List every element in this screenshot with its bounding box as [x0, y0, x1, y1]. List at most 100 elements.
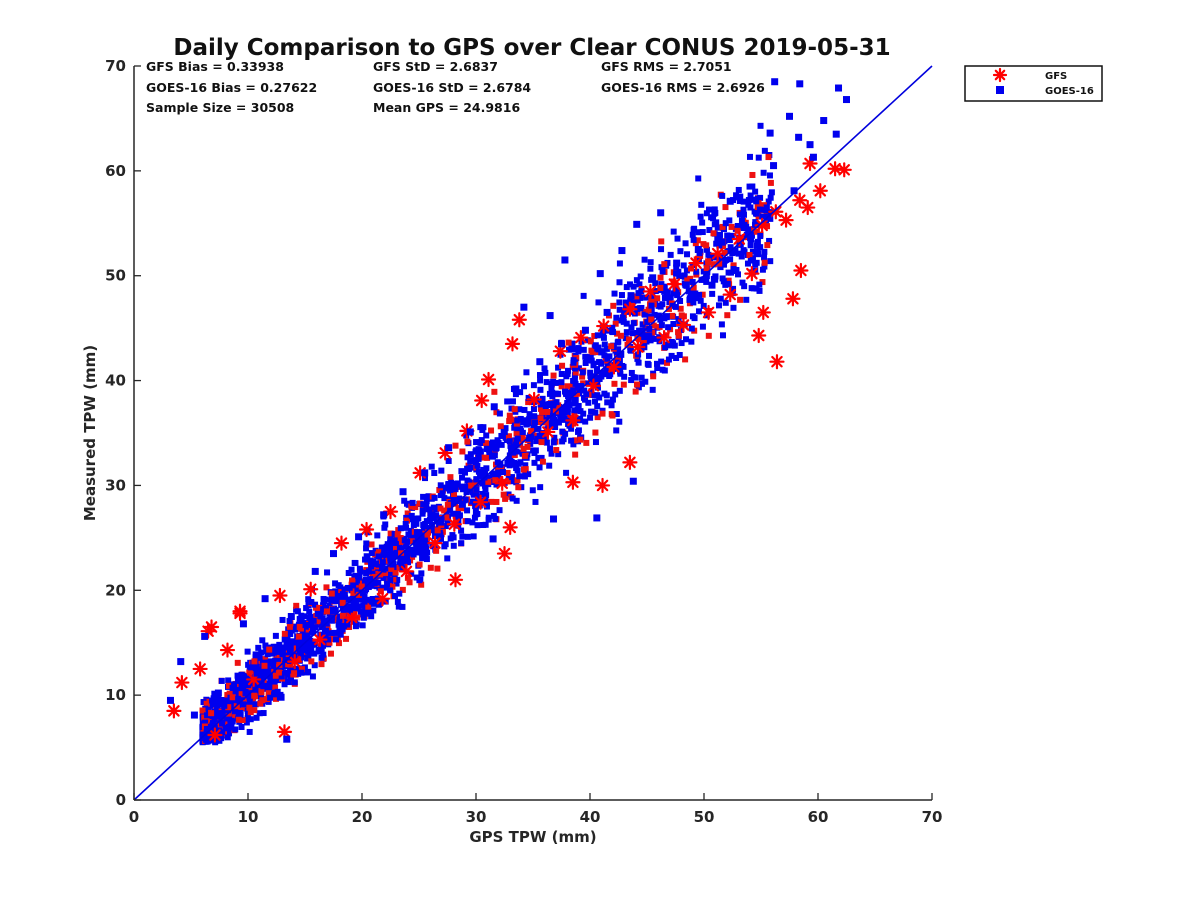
- goes-16-point: [253, 669, 261, 677]
- goes-cloud-point: [733, 192, 740, 199]
- goes-cloud-point: [376, 584, 383, 591]
- goes-cloud-point: [512, 391, 519, 398]
- gfs-cloud-point: [506, 412, 513, 419]
- gfs-cloud-point: [314, 619, 321, 626]
- goes-cloud-point: [369, 570, 376, 577]
- goes-cloud-point: [757, 233, 764, 240]
- goes-cloud-point: [587, 354, 594, 361]
- goes-cloud-point: [667, 294, 674, 301]
- goes-16-point: [526, 434, 534, 442]
- goes-cloud-point: [387, 536, 394, 543]
- goes-cloud-point: [279, 616, 286, 623]
- goes-cloud-point: [252, 665, 259, 672]
- goes-cloud-point: [765, 198, 772, 205]
- goes-cloud-point: [642, 378, 649, 385]
- goes-cloud-point: [630, 283, 637, 290]
- goes-cloud-point: [387, 587, 394, 594]
- gfs-cloud-point: [246, 669, 253, 676]
- gfs-cloud-point: [275, 669, 282, 676]
- gfs-cloud-point: [558, 383, 565, 390]
- gfs-point: [272, 587, 288, 604]
- goes-cloud-point: [225, 707, 232, 714]
- goes-cloud-point: [480, 424, 487, 431]
- goes-cloud-point: [564, 367, 571, 374]
- goes-cloud-point: [481, 482, 488, 489]
- gfs-cloud-point: [520, 445, 527, 452]
- goes-cloud-point: [326, 616, 333, 623]
- goes-cloud-point: [405, 531, 412, 538]
- goes-cloud-point: [720, 261, 727, 268]
- gfs-cloud-point: [521, 452, 528, 459]
- goes-cloud-point: [415, 539, 422, 546]
- goes-cloud-point: [521, 473, 528, 480]
- goes-cloud-point: [416, 577, 423, 584]
- goes-cloud-point: [555, 364, 562, 371]
- goes-cloud-point: [211, 708, 218, 715]
- gfs-cloud-point: [261, 662, 268, 669]
- goes-cloud-point: [552, 424, 559, 431]
- goes-cloud-point: [670, 290, 677, 297]
- gfs-cloud-point: [355, 591, 362, 598]
- gfs-cloud-point: [492, 477, 499, 484]
- goes-cloud-point: [287, 679, 294, 686]
- goes-cloud-point: [508, 405, 515, 412]
- goes-cloud-point: [683, 267, 690, 274]
- goes-16-point: [673, 259, 681, 267]
- goes-cloud-point: [272, 632, 279, 639]
- goes-cloud-point: [217, 710, 224, 717]
- x-axis-label: GPS TPW (mm): [469, 828, 596, 846]
- goes-16-point: [283, 735, 291, 743]
- goes-cloud-point: [308, 599, 315, 606]
- goes-cloud-point: [509, 445, 516, 452]
- goes-cloud-point: [532, 447, 539, 454]
- goes-cloud-point: [423, 556, 430, 563]
- goes-cloud-point: [568, 425, 575, 432]
- gfs-cloud-point: [225, 682, 232, 689]
- goes-cloud-point: [309, 673, 316, 680]
- goes-cloud-point: [537, 377, 544, 384]
- gfs-cloud-point: [437, 505, 444, 512]
- gfs-cloud-point: [725, 277, 732, 284]
- gfs-cloud-point: [335, 589, 342, 596]
- goes-16-point: [795, 133, 803, 141]
- goes-cloud-point: [207, 733, 214, 740]
- goes-cloud-point: [299, 632, 306, 639]
- goes-cloud-point: [594, 384, 601, 391]
- goes-cloud-point: [617, 368, 624, 375]
- goes-cloud-point: [692, 293, 699, 300]
- goes-cloud-point: [661, 283, 668, 290]
- goes-cloud-point: [653, 360, 660, 367]
- goes-cloud-point: [414, 532, 421, 539]
- goes-cloud-point: [672, 303, 679, 310]
- goes-cloud-point: [736, 211, 743, 218]
- goes-cloud-point: [515, 460, 522, 467]
- goes-cloud-point: [555, 451, 562, 458]
- goes-cloud-point: [272, 669, 279, 676]
- goes-cloud-point: [753, 210, 760, 217]
- gfs-cloud-point: [583, 439, 590, 446]
- goes-cloud-point: [391, 553, 398, 560]
- goes-cloud-point: [603, 366, 610, 373]
- goes-cloud-point: [561, 409, 568, 416]
- goes-cloud-point: [254, 654, 261, 661]
- goes-cloud-point: [517, 415, 524, 422]
- goes-cloud-point: [639, 340, 646, 347]
- goes-cloud-point: [264, 667, 271, 674]
- goes-cloud-point: [536, 454, 543, 461]
- gfs-cloud-point: [382, 570, 389, 577]
- chart-title: Daily Comparison to GPS over Clear CONUS…: [173, 35, 890, 61]
- goes-cloud-point: [740, 206, 747, 213]
- gfs-cloud-point: [648, 296, 655, 303]
- goes-cloud-point: [546, 462, 553, 469]
- gfs-cloud-point: [765, 154, 772, 161]
- goes-cloud-point: [333, 598, 340, 605]
- gfs-cloud-point: [387, 530, 394, 537]
- gfs-point: [642, 283, 659, 300]
- goes-cloud-point: [659, 268, 666, 275]
- gfs-point: [504, 336, 521, 352]
- gfs-point: [754, 217, 770, 233]
- goes-cloud-point: [224, 697, 231, 704]
- goes-cloud-point: [599, 348, 606, 355]
- goes-cloud-point: [745, 226, 752, 233]
- goes-cloud-point: [360, 602, 367, 609]
